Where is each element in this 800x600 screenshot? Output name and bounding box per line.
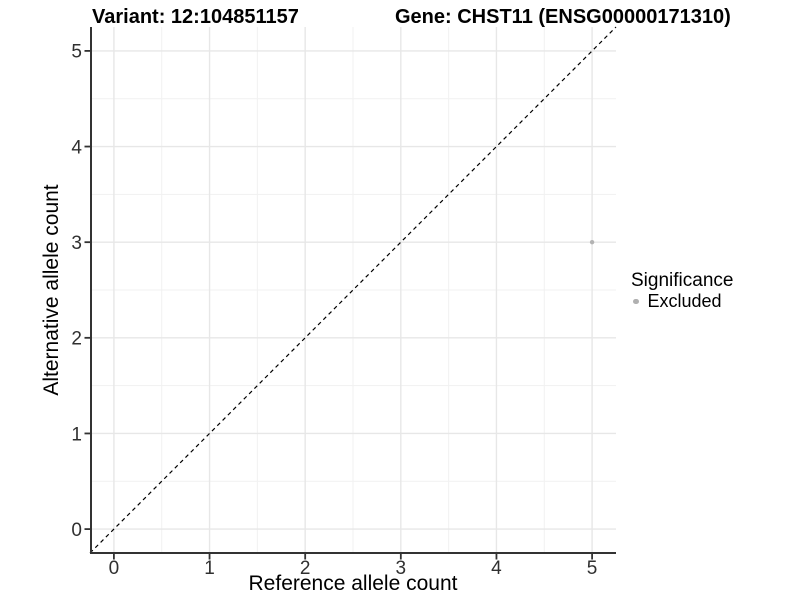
legend-title: Significance — [631, 270, 734, 291]
y-axis-label: Alternative allele count — [40, 184, 63, 396]
y-tick-label: 0 — [71, 520, 82, 541]
legend-entry-excluded: Excluded — [631, 291, 733, 312]
identity-dashed-line — [89, 26, 617, 554]
x-tick-label: 1 — [204, 558, 215, 579]
y-tick-label: 3 — [71, 233, 82, 254]
x-axis-label: Reference allele count — [248, 572, 458, 595]
y-tick-label: 1 — [71, 424, 82, 445]
y-tick-label: 2 — [71, 329, 82, 350]
legend: Significance Excluded — [631, 270, 733, 312]
x-tick-label: 2 — [300, 558, 311, 579]
plot-title-variant: Variant: 12:104851157 — [92, 6, 299, 28]
plot-title-gene: Gene: CHST11 (ENSG00000171310) — [395, 6, 731, 28]
x-tick-label: 0 — [109, 558, 120, 579]
legend-entry-label: Excluded — [647, 291, 722, 311]
x-tick-label: 4 — [491, 558, 502, 579]
x-tick-label: 5 — [587, 558, 598, 579]
y-tick-label: 4 — [71, 137, 82, 158]
data-point — [589, 239, 595, 245]
x-tick-label: 3 — [396, 558, 407, 579]
y-tick-label: 5 — [71, 42, 82, 63]
legend-point-swatch — [633, 298, 639, 305]
